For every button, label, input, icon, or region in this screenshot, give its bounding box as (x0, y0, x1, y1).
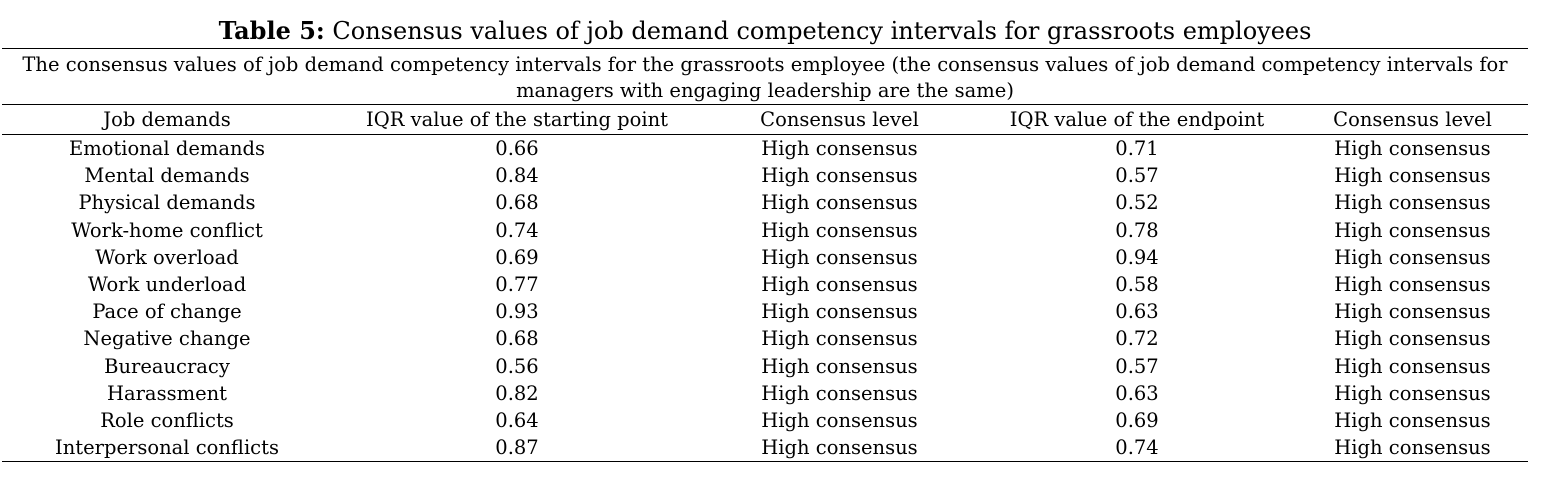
iqr-start-cell: 0.64 (495, 408, 539, 432)
table-row: Harassment 0.82 High consensus 0.63 High con… (2, 380, 1528, 407)
iqr-end-cell: 0.78 (1115, 218, 1159, 242)
table-row: Work underload 0.77 High consensus 0.58 High… (2, 271, 1528, 298)
column-header-consensus-start: Consensus level (702, 105, 977, 135)
table-spanning-header: The consensus values of job demand compe… (2, 49, 1528, 105)
iqr-end-cell: 0.72 (1115, 327, 1159, 351)
iqr-end-cell: 0.71 (1115, 137, 1159, 161)
iqr-start-cell: 0.87 (332, 434, 702, 463)
column-header-job-demands: Job demands (2, 105, 332, 135)
data-table: Job demands IQR value of the starting po… (2, 105, 1528, 463)
consensus-start-cell: High consensus (761, 164, 918, 188)
iqr-end-cell: 0.52 (1115, 191, 1159, 215)
column-header-iqr-start: IQR value of the starting point (332, 105, 702, 135)
consensus-start-cell: High consensus (761, 218, 918, 242)
table-row: Role conflicts 0.64 High consensus 0.69 High… (2, 407, 1528, 434)
consensus-start-cell: High consensus (761, 381, 918, 405)
iqr-start-cell: 0.56 (495, 354, 539, 378)
consensus-end-cell: High consensus (1297, 434, 1528, 463)
consensus-end-cell: High consensus (1334, 408, 1491, 432)
column-header-consensus-end: Consensus level (1297, 105, 1528, 135)
iqr-end-cell: 0.57 (1115, 164, 1159, 188)
job-demand-cell: Emotional demands (68, 137, 266, 161)
table-row: Physical demands 0.68 High consensus 0.52 Hi… (2, 189, 1528, 216)
consensus-start-cell: High consensus (761, 300, 918, 324)
table-row: Work-home conflict 0.74 High consensus 0.78… (2, 217, 1528, 244)
job-demand-cell: Bureaucracy (104, 354, 230, 378)
table-header-row: Job demands IQR value of the starting po… (2, 105, 1528, 135)
iqr-start-cell: 0.74 (495, 218, 539, 242)
job-demand-cell: Harassment (106, 381, 228, 405)
table-row: Interpersonal conflicts 0.87 High consensu… (2, 434, 1528, 463)
iqr-start-cell: 0.69 (495, 245, 539, 269)
consensus-start-cell: High consensus (702, 434, 977, 463)
iqr-end-cell: 0.63 (1115, 381, 1159, 405)
table-caption: Table 5: Consensus values of job demand … (0, 15, 1530, 47)
job-demand-cell: Physical demands (78, 191, 256, 215)
table-row: Pace of change 0.93 High consensus 0.63 High… (2, 298, 1528, 325)
consensus-start-cell: High consensus (761, 137, 918, 161)
iqr-start-cell: 0.68 (495, 327, 539, 351)
job-demand-cell: Work underload (87, 273, 247, 297)
iqr-end-cell: 0.94 (1115, 245, 1159, 269)
iqr-start-cell: 0.93 (495, 300, 539, 324)
table-row: Bureaucracy 0.56 High consensus 0.57 High co… (2, 353, 1528, 380)
iqr-start-cell: 0.84 (495, 164, 539, 188)
job-demand-cell: Work-home conflict (71, 218, 263, 242)
table-row: Emotional demands 0.66 High consensus 0.71 H… (2, 135, 1528, 163)
iqr-end-cell: 0.58 (1115, 273, 1159, 297)
job-demand-cell: Interpersonal conflicts (2, 434, 332, 463)
iqr-end-cell: 0.74 (977, 434, 1297, 463)
job-demand-cell: Pace of change (92, 300, 242, 324)
job-demand-cell: Work overload (95, 245, 239, 269)
iqr-start-cell: 0.82 (495, 381, 539, 405)
data-table-container: The consensus values of job demand compe… (2, 48, 1528, 463)
consensus-end-cell: High consensus (1334, 137, 1491, 161)
consensus-end-cell: High consensus (1334, 327, 1491, 351)
consensus-start-cell: High consensus (761, 273, 918, 297)
table-caption-label: Table 5: (218, 16, 325, 45)
consensus-end-cell: High consensus (1334, 218, 1491, 242)
job-demand-cell: Mental demands (84, 164, 250, 188)
column-header-iqr-end: IQR value of the endpoint (977, 105, 1297, 135)
table-row: Work overload 0.69 High consensus 0.94 High … (2, 244, 1528, 271)
consensus-start-cell: High consensus (761, 327, 918, 351)
consensus-start-cell: High consensus (761, 245, 918, 269)
table-row: Negative change 0.68 High consensus 0.72 Hig… (2, 325, 1528, 352)
table-top-rule (2, 48, 1528, 49)
iqr-start-cell: 0.77 (495, 273, 539, 297)
iqr-start-cell: 0.68 (495, 191, 539, 215)
consensus-end-cell: High consensus (1334, 191, 1491, 215)
consensus-start-cell: High consensus (761, 354, 918, 378)
table-body: Emotional demands 0.66 High consensus 0.71 H… (2, 135, 1528, 463)
consensus-end-cell: High consensus (1334, 164, 1491, 188)
consensus-end-cell: High consensus (1334, 245, 1491, 269)
job-demand-cell: Role conflicts (100, 408, 234, 432)
consensus-end-cell: High consensus (1334, 273, 1491, 297)
table-row: Mental demands 0.84 High consensus 0.57 High… (2, 162, 1528, 189)
consensus-end-cell: High consensus (1334, 354, 1491, 378)
table-caption-text: Consensus values of job demand competenc… (332, 17, 1312, 45)
job-demand-cell: Negative change (83, 327, 251, 351)
iqr-start-cell: 0.66 (495, 137, 539, 161)
iqr-end-cell: 0.57 (1115, 354, 1159, 378)
iqr-end-cell: 0.63 (1115, 300, 1159, 324)
consensus-end-cell: High consensus (1334, 300, 1491, 324)
consensus-end-cell: High consensus (1334, 381, 1491, 405)
consensus-start-cell: High consensus (761, 408, 918, 432)
iqr-end-cell: 0.69 (1115, 408, 1159, 432)
consensus-start-cell: High consensus (761, 191, 918, 215)
